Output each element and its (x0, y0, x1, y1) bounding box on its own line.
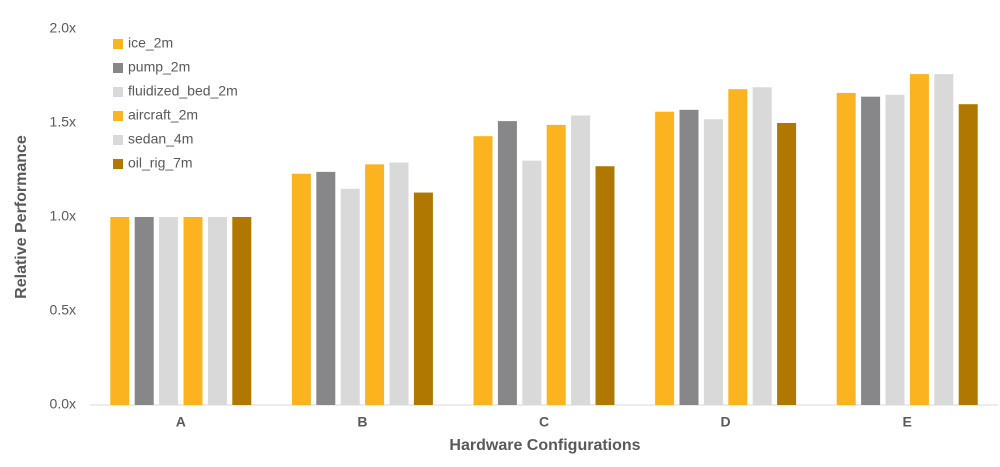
y-tick-label: 0.0x (50, 396, 76, 412)
y-tick-label: 2.0x (50, 20, 76, 36)
bar (752, 87, 772, 405)
bar (836, 92, 856, 406)
bar (703, 119, 723, 406)
bar (365, 164, 385, 405)
bar (861, 96, 881, 406)
x-axis-title: Hardware Configurations (449, 437, 640, 454)
bar (909, 74, 929, 406)
legend-swatch (113, 87, 123, 97)
bar (522, 160, 542, 405)
legend-swatch (113, 159, 123, 169)
legend-swatch (113, 111, 123, 121)
bar (340, 188, 360, 405)
legend-label: ice_2m (128, 35, 173, 51)
bar (546, 124, 566, 405)
bar (207, 217, 227, 405)
bar (134, 217, 154, 405)
bar (571, 115, 591, 405)
legend-swatch (113, 39, 123, 49)
bar (728, 89, 748, 405)
x-tick-label: D (721, 414, 731, 430)
legend-label: fluidized_bed_2m (128, 83, 238, 99)
y-tick-label: 0.5x (50, 302, 76, 318)
x-tick-label: A (176, 414, 186, 430)
bar (595, 166, 615, 405)
bar (777, 123, 797, 405)
bar (232, 217, 252, 405)
bar (497, 121, 517, 406)
bar (110, 217, 130, 405)
bar (473, 136, 493, 405)
bar (316, 171, 336, 405)
bar (885, 94, 905, 406)
x-tick-label: E (903, 414, 912, 430)
bar (159, 217, 179, 405)
bar (413, 192, 433, 405)
bar (679, 109, 699, 405)
bar (655, 111, 675, 405)
x-tick-label: C (539, 414, 549, 430)
y-axis-title: Relative Performance (13, 135, 30, 299)
y-tick-label: 1.0x (50, 208, 76, 224)
legend-label: aircraft_2m (128, 107, 198, 123)
legend-label: pump_2m (128, 59, 190, 75)
x-tick-label: B (357, 414, 367, 430)
bar (291, 173, 311, 405)
bar (934, 74, 954, 406)
legend-label: sedan_4m (128, 131, 193, 147)
bar (183, 217, 203, 405)
bar (389, 162, 409, 405)
legend-swatch (113, 135, 123, 145)
bar (958, 104, 978, 405)
y-tick-label: 1.5x (50, 114, 76, 130)
legend-label: oil_rig_7m (128, 155, 193, 171)
legend-swatch (113, 63, 123, 73)
